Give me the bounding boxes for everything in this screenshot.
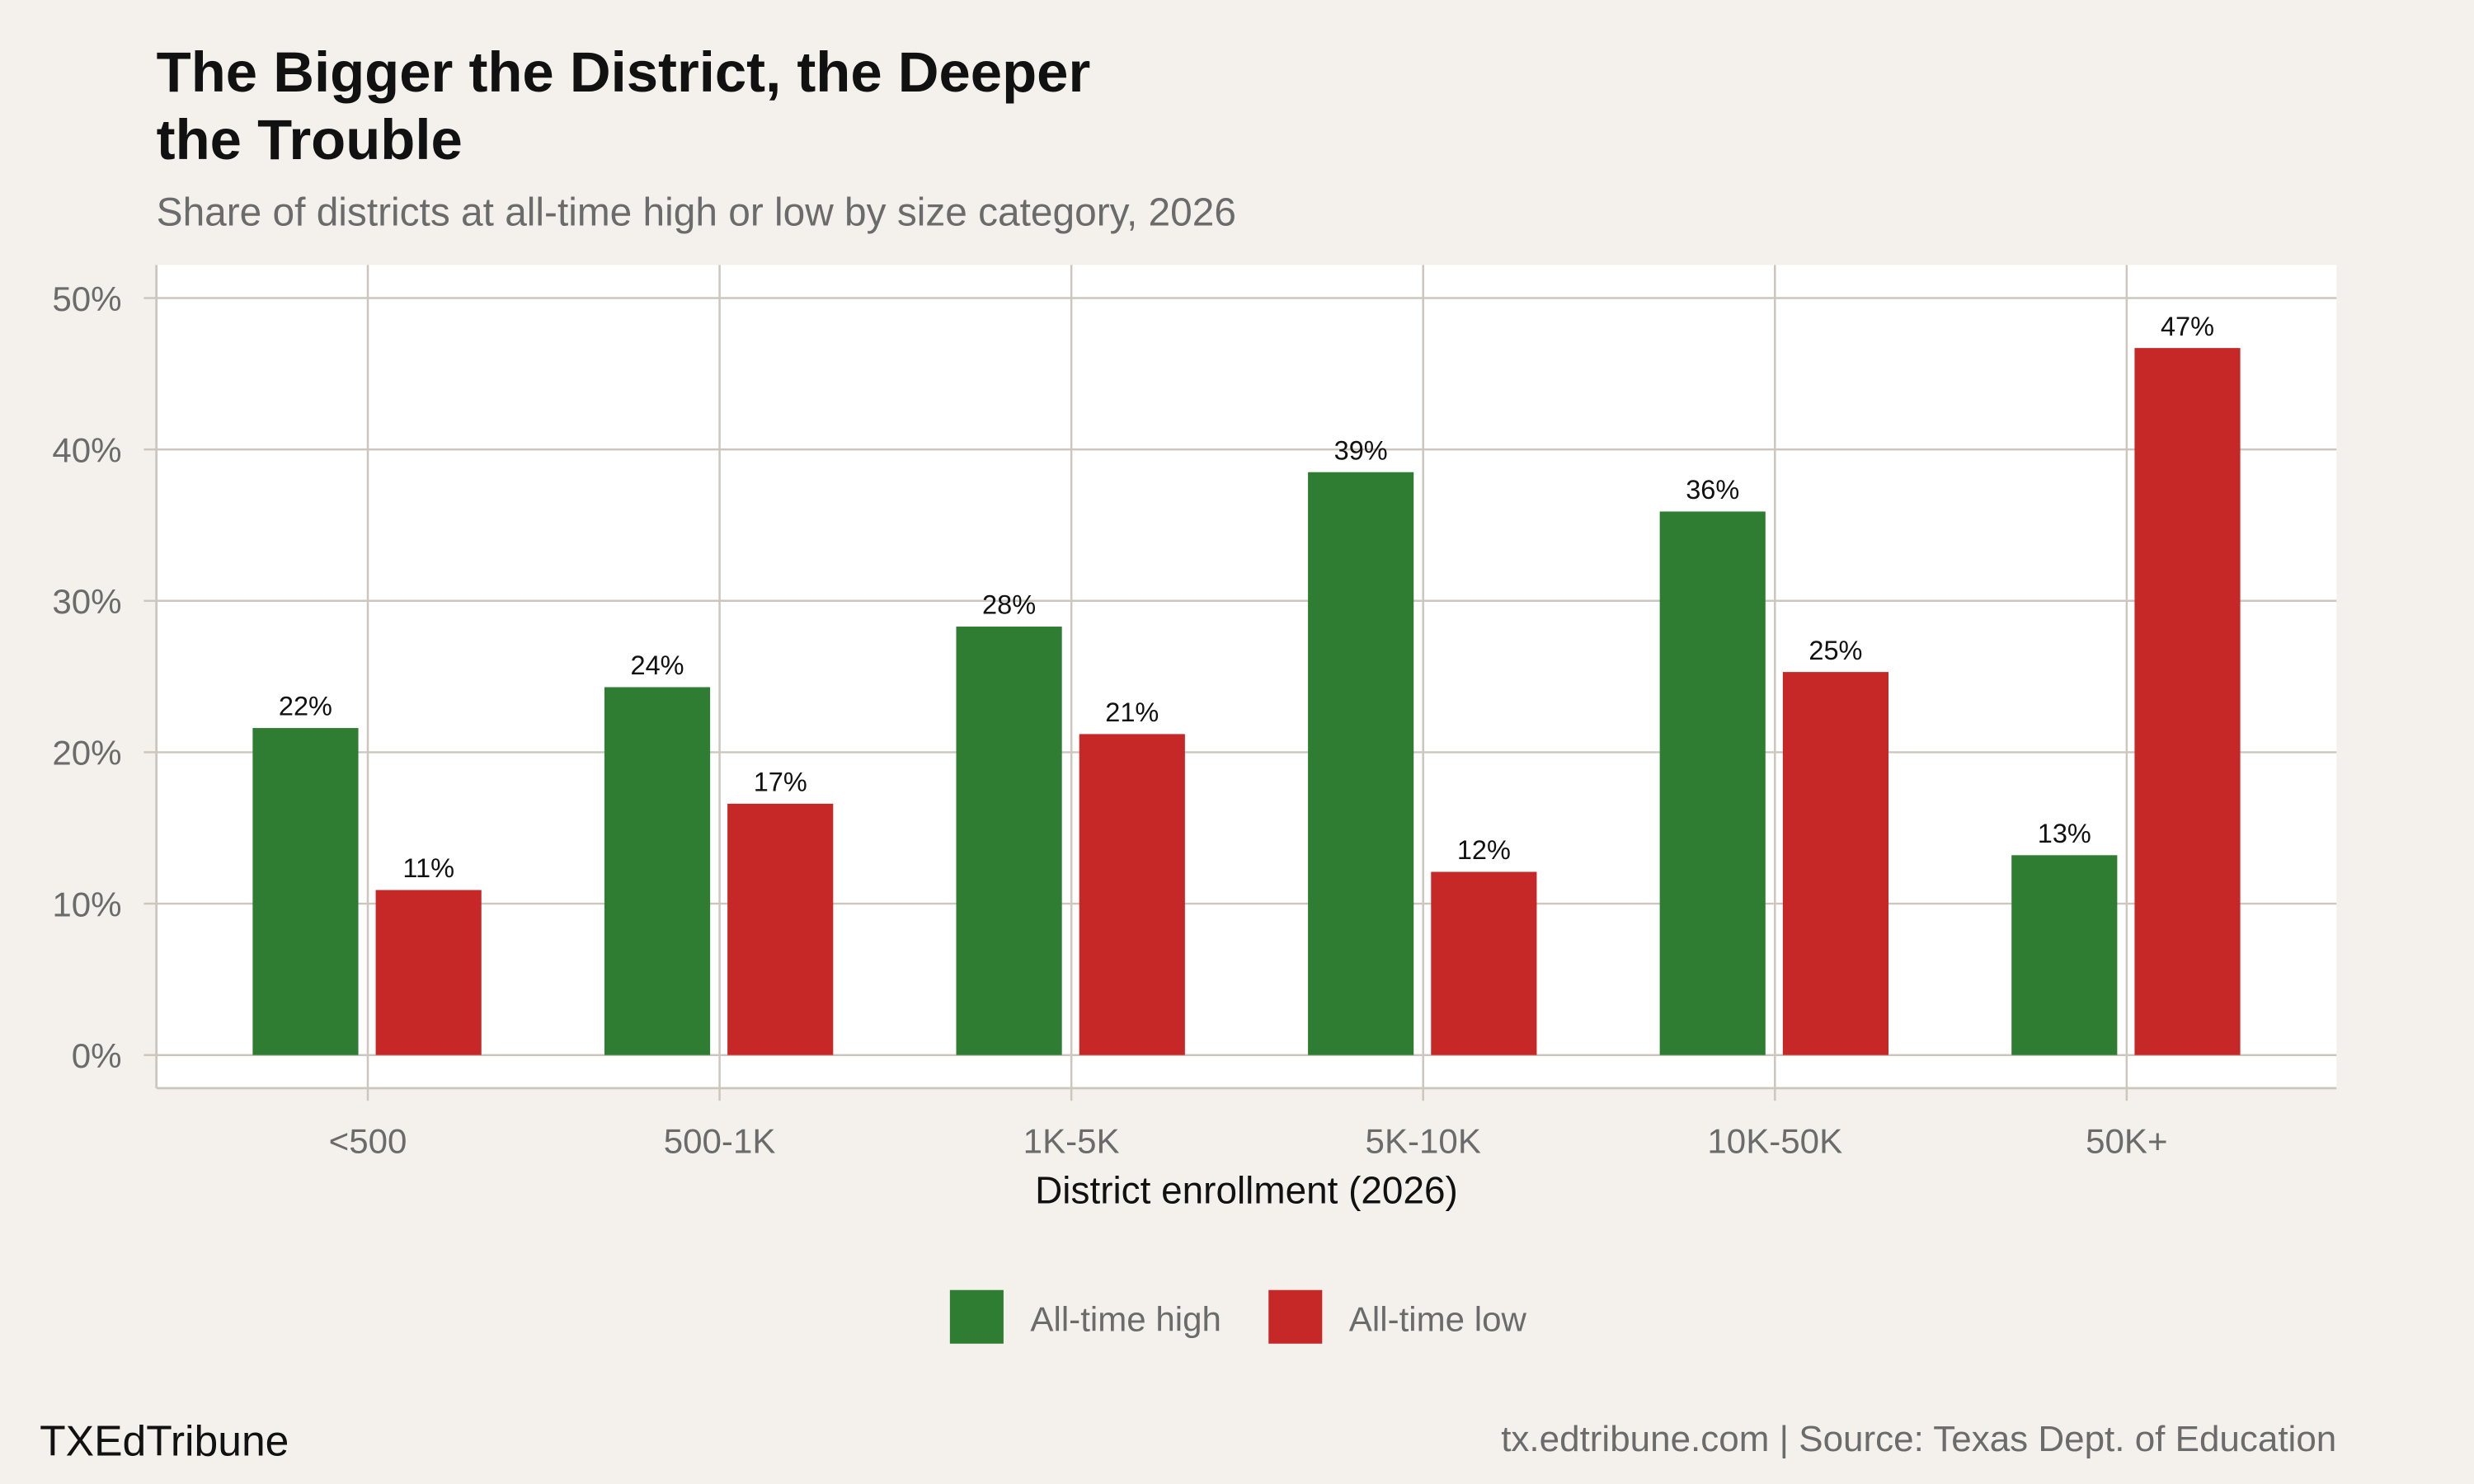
bar-low-50K+	[2134, 348, 2241, 1055]
data-label: 47%	[2161, 312, 2214, 341]
x-tick-label: 5K-10K	[1366, 1121, 1481, 1160]
bar-low-10K-50K	[1782, 672, 1889, 1055]
x-tick-label: 500-1K	[664, 1121, 776, 1160]
plot-panel	[156, 265, 2337, 1088]
bar-high-1K-5K	[956, 627, 1062, 1055]
data-label: 13%	[2038, 819, 2091, 848]
x-tick-label: 50K+	[2086, 1121, 2167, 1160]
legend-label-high: All-time high	[1030, 1299, 1221, 1338]
bar-low-1K-5K	[1079, 734, 1185, 1055]
data-label: 17%	[754, 768, 807, 797]
bar-high-5K-10K	[1308, 472, 1414, 1055]
footer-source: tx.edtribune.com | Source: Texas Dept. o…	[1501, 1419, 2336, 1459]
bar-low-500-1K	[727, 803, 834, 1055]
data-label: 28%	[982, 590, 1036, 620]
x-tick-label: 10K-50K	[1707, 1121, 1842, 1160]
legend-swatch-high	[949, 1289, 1004, 1344]
data-label: 21%	[1105, 697, 1159, 727]
chart-subtitle: Share of districts at all-time high or l…	[157, 191, 1236, 235]
bar-high-500-1K	[604, 687, 711, 1055]
y-tick-label: 40%	[52, 430, 121, 469]
chart-title-line1: The Bigger the District, the Deeper	[157, 40, 1091, 104]
data-label: 36%	[1686, 475, 1739, 505]
x-tick-label: 1K-5K	[1023, 1121, 1120, 1160]
bar-low-5K-10K	[1431, 871, 1537, 1055]
bar-high-50K+	[2011, 855, 2118, 1055]
y-tick-label: 10%	[52, 885, 121, 923]
y-tick-label: 20%	[52, 734, 121, 773]
chart-title-line2: the Trouble	[157, 108, 463, 171]
data-label: 25%	[1808, 636, 1862, 665]
brand-logo: TXEdTribune	[40, 1417, 289, 1465]
data-label: 24%	[630, 650, 684, 680]
legend: All-time high All-time low	[949, 1289, 1527, 1344]
bar-low-<500	[375, 890, 482, 1055]
x-axis-label: District enrollment (2026)	[1035, 1169, 1458, 1212]
legend-label-low: All-time low	[1349, 1299, 1527, 1338]
legend-swatch-low	[1268, 1289, 1323, 1344]
y-tick-label: 0%	[72, 1036, 122, 1075]
data-label: 22%	[279, 692, 332, 721]
x-tick-label: <500	[329, 1121, 407, 1160]
bar-high-<500	[252, 728, 359, 1055]
bar-high-10K-50K	[1659, 511, 1766, 1055]
y-tick-label: 30%	[52, 582, 121, 621]
data-label: 39%	[1334, 435, 1388, 465]
y-tick-label: 50%	[52, 279, 121, 318]
data-label: 11%	[402, 853, 454, 883]
data-label: 12%	[1457, 835, 1511, 865]
